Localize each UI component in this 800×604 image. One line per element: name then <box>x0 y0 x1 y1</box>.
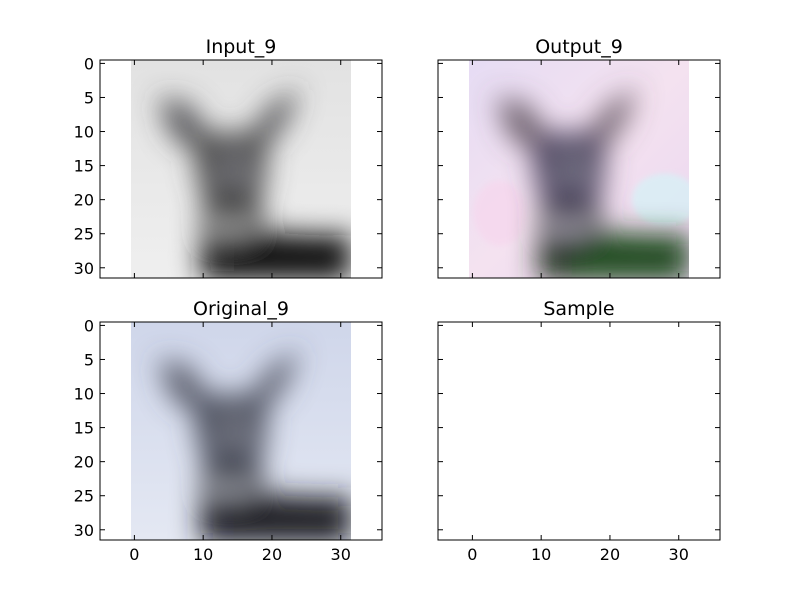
subplot-title: Input_9 <box>206 36 277 58</box>
y-tick-label: 20 <box>74 191 94 210</box>
y-tick-label: 10 <box>74 123 94 142</box>
deer-image <box>130 322 352 540</box>
x-tick-label: 10 <box>531 545 551 564</box>
x-tick-label: 0 <box>129 545 139 564</box>
y-tick-label: 5 <box>84 350 94 369</box>
y-tick-label: 5 <box>84 88 94 107</box>
subplot-input: Input_9 0 5 10 15 20 25 30 <box>74 36 383 279</box>
x-tick-label: 30 <box>669 545 689 564</box>
x-tick-label: 0 <box>467 545 477 564</box>
y-tick-label: 30 <box>74 259 94 278</box>
subplot-sample: Sample 0 10 20 30 <box>437 298 721 564</box>
axes-frame <box>99 321 383 541</box>
y-tick-label: 15 <box>74 419 94 438</box>
y-tick-label: 0 <box>84 316 94 335</box>
axes-frame <box>437 321 721 541</box>
axes-frame <box>99 59 383 279</box>
subplot-title: Original_9 <box>193 298 289 320</box>
axes-frame <box>437 59 721 279</box>
subplot-title: Sample <box>543 298 614 320</box>
y-tick-label: 20 <box>74 453 94 472</box>
y-tick-label: 15 <box>74 157 94 176</box>
x-tick-label: 20 <box>262 545 282 564</box>
y-tick-label: 25 <box>74 487 94 506</box>
x-tick-label: 30 <box>331 545 351 564</box>
subplot-output: Output_9 <box>437 36 721 279</box>
x-tick-label: 10 <box>193 545 213 564</box>
deer-image <box>468 60 690 278</box>
y-tick-label: 10 <box>74 385 94 404</box>
deer-image <box>130 60 352 278</box>
subplot-title: Output_9 <box>535 36 623 58</box>
y-tick-label: 30 <box>74 521 94 540</box>
subplot-original: Original_9 0 10 20 30 0 5 10 15 20 25 30 <box>74 298 383 564</box>
x-tick-label: 20 <box>600 545 620 564</box>
y-tick-label: 0 <box>84 54 94 73</box>
y-tick-label: 25 <box>74 225 94 244</box>
